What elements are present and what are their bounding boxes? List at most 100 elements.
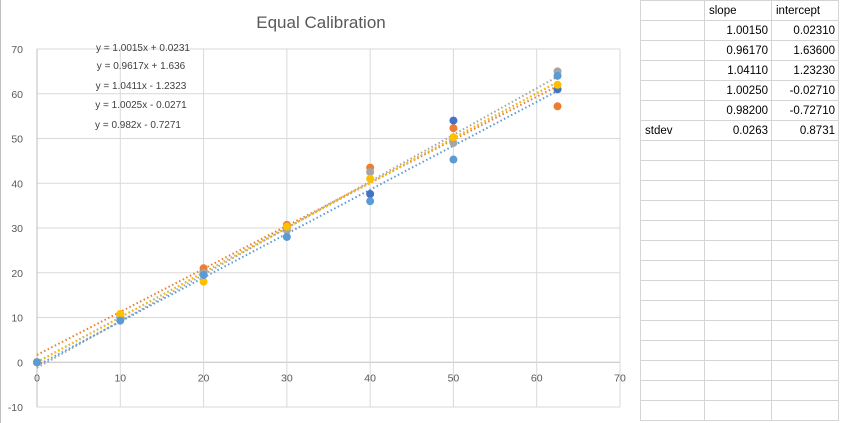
cell[interactable] [640,300,705,321]
trendline [36,75,559,369]
y-tick-label: -10 [8,402,23,414]
cell[interactable] [640,340,705,361]
cell[interactable] [640,240,705,261]
cell[interactable] [704,320,772,341]
cell[interactable] [704,400,772,421]
x-tick-label: 30 [281,372,293,384]
x-tick-label: 20 [198,372,210,384]
table-row [640,140,839,161]
cell[interactable]: 1.63600 [771,40,839,61]
table-row [640,320,839,341]
cell[interactable] [771,340,839,361]
cell[interactable] [640,140,705,161]
table-row [640,280,839,301]
data-point[interactable] [366,197,375,206]
cell[interactable]: -0.02710 [771,80,839,101]
cell[interactable]: -0.72710 [771,100,839,121]
cell[interactable] [704,240,772,261]
cell[interactable] [771,300,839,321]
data-point[interactable] [199,270,208,279]
cell[interactable] [771,140,839,161]
data-point[interactable] [282,232,291,241]
cell[interactable]: 1.00150 [704,20,772,41]
cell[interactable] [704,360,772,381]
results-table: slope intercept 1.00150 0.02310 0.96170 1.636… [640,0,839,421]
table-row [640,260,839,281]
cell[interactable]: 0.96170 [704,40,772,61]
cell[interactable]: 1.00250 [704,80,772,101]
cell[interactable] [640,200,705,221]
data-point[interactable] [449,138,458,147]
cell[interactable] [704,260,772,281]
chart-area[interactable]: Equal Calibration -10 0 10 20 30 40 50 60 70 0 10 20… [0,0,641,423]
cell[interactable] [640,260,705,281]
cell[interactable] [771,320,839,341]
spreadsheet-grid: slope intercept 1.00150 0.02310 0.96170 1.636… [640,0,841,423]
cell[interactable]: 1.04110 [704,60,772,81]
cell[interactable] [640,180,705,201]
cell[interactable] [640,100,705,121]
x-tick-label: 70 [614,372,626,384]
cell[interactable] [704,280,772,301]
data-point[interactable] [553,102,562,111]
cell[interactable] [640,360,705,381]
data-point[interactable] [282,222,291,231]
cell[interactable]: 0.02310 [771,20,839,41]
cell[interactable] [640,280,705,301]
cell[interactable] [640,20,705,41]
cell[interactable]: slope [704,0,772,21]
cell[interactable] [771,180,839,201]
data-point[interactable] [116,309,125,318]
cell[interactable]: 1.23230 [771,60,839,81]
cell[interactable] [640,80,705,101]
y-tick-label: 60 [11,89,23,101]
cell[interactable]: 0.0263 [704,120,772,141]
data-point[interactable] [199,277,208,286]
cell[interactable] [771,240,839,261]
cell[interactable] [771,260,839,281]
cell[interactable] [704,200,772,221]
cell[interactable] [704,140,772,161]
data-point[interactable] [366,189,375,198]
cell[interactable] [771,200,839,221]
cell[interactable] [640,220,705,241]
cell[interactable] [640,0,705,21]
cell[interactable] [704,180,772,201]
cell[interactable] [704,300,772,321]
y-tick-label: 50 [11,134,23,146]
cell[interactable] [640,160,705,181]
cell[interactable] [704,160,772,181]
cell[interactable] [640,40,705,61]
cell[interactable] [640,380,705,401]
cell[interactable]: 0.8731 [771,120,839,141]
data-point[interactable] [366,174,375,183]
cell[interactable] [771,360,839,381]
table-row: 1.04110 1.23230 [640,60,839,81]
cell[interactable] [704,220,772,241]
data-point[interactable] [449,155,458,164]
table-row [640,220,839,241]
cell[interactable]: 0.98200 [704,100,772,121]
cell[interactable]: intercept [771,0,839,21]
cell[interactable] [771,400,839,421]
cell[interactable] [771,280,839,301]
y-tick-label: 70 [11,44,23,56]
data-point[interactable] [449,116,458,125]
data-point[interactable] [366,168,375,177]
trendline-equation: y = 0.9617x + 1.636 [97,61,186,72]
data-point[interactable] [449,133,458,142]
cell[interactable]: stdev [640,120,705,141]
cell[interactable] [640,400,705,421]
data-point[interactable] [553,71,562,80]
cell[interactable] [640,320,705,341]
data-point[interactable] [553,80,562,89]
cell[interactable] [771,380,839,401]
cell[interactable] [771,160,839,181]
data-point[interactable] [449,124,458,133]
cell[interactable] [771,220,839,241]
cell[interactable] [704,340,772,361]
data-point[interactable] [116,316,125,325]
data-point[interactable] [33,358,41,367]
cell[interactable] [640,60,705,81]
cell[interactable] [704,380,772,401]
